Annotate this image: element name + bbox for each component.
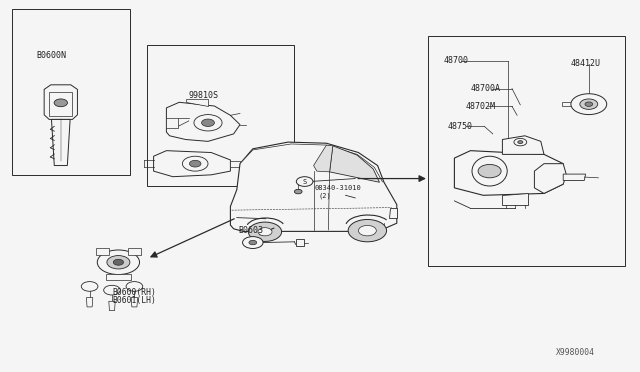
Bar (106, 274, 131, 280)
Circle shape (580, 99, 598, 109)
Polygon shape (109, 301, 115, 311)
Polygon shape (154, 151, 230, 177)
Text: S: S (303, 179, 307, 185)
Bar (96, 248, 109, 255)
Circle shape (585, 102, 593, 106)
Polygon shape (502, 136, 544, 154)
Circle shape (54, 99, 67, 107)
Polygon shape (166, 102, 240, 141)
Circle shape (358, 225, 376, 236)
Text: 48412U: 48412U (571, 60, 601, 68)
Circle shape (248, 222, 282, 241)
Circle shape (107, 256, 130, 269)
Polygon shape (389, 208, 397, 218)
Polygon shape (51, 119, 70, 166)
Text: 08340-31010: 08340-31010 (315, 185, 362, 191)
Circle shape (182, 156, 208, 171)
Polygon shape (86, 298, 93, 307)
Ellipse shape (472, 156, 508, 186)
Circle shape (478, 164, 501, 178)
Polygon shape (230, 161, 240, 167)
Text: B0600N: B0600N (36, 51, 67, 60)
Bar (128, 248, 141, 255)
Circle shape (258, 228, 272, 236)
Bar (166, 118, 178, 128)
Text: 48702M: 48702M (466, 102, 496, 111)
Bar (12, 9, 130, 175)
Circle shape (294, 189, 302, 194)
Text: 99810S: 99810S (189, 92, 219, 100)
Circle shape (243, 237, 263, 248)
Polygon shape (44, 85, 77, 119)
Bar (49, 92, 72, 116)
Text: B0603: B0603 (239, 226, 264, 235)
Bar (428, 36, 625, 266)
Text: B0601(LH): B0601(LH) (112, 296, 156, 305)
Circle shape (126, 282, 143, 291)
Text: 48700: 48700 (444, 56, 468, 65)
Circle shape (518, 141, 523, 144)
Text: 48700A: 48700A (470, 84, 500, 93)
Text: (2): (2) (318, 192, 331, 199)
Circle shape (194, 115, 222, 131)
Circle shape (104, 285, 120, 295)
Polygon shape (330, 146, 380, 182)
Text: 48750: 48750 (448, 122, 473, 131)
Circle shape (296, 177, 313, 186)
Text: X9980004: X9980004 (556, 348, 595, 357)
Polygon shape (131, 298, 138, 307)
Polygon shape (502, 193, 528, 205)
Circle shape (249, 240, 257, 245)
Circle shape (189, 160, 201, 167)
Polygon shape (314, 145, 333, 172)
Circle shape (202, 119, 214, 126)
Polygon shape (562, 102, 571, 106)
Circle shape (81, 282, 98, 291)
Polygon shape (534, 164, 566, 193)
Polygon shape (563, 174, 586, 180)
Polygon shape (454, 151, 563, 195)
Circle shape (348, 219, 387, 242)
Polygon shape (186, 99, 208, 106)
Polygon shape (240, 144, 383, 182)
Circle shape (514, 138, 527, 146)
Bar (147, 45, 294, 186)
Polygon shape (230, 142, 397, 231)
Circle shape (571, 94, 607, 115)
Circle shape (97, 250, 140, 275)
Text: B0600(RH): B0600(RH) (112, 288, 156, 296)
Polygon shape (296, 239, 304, 246)
Circle shape (113, 259, 124, 265)
